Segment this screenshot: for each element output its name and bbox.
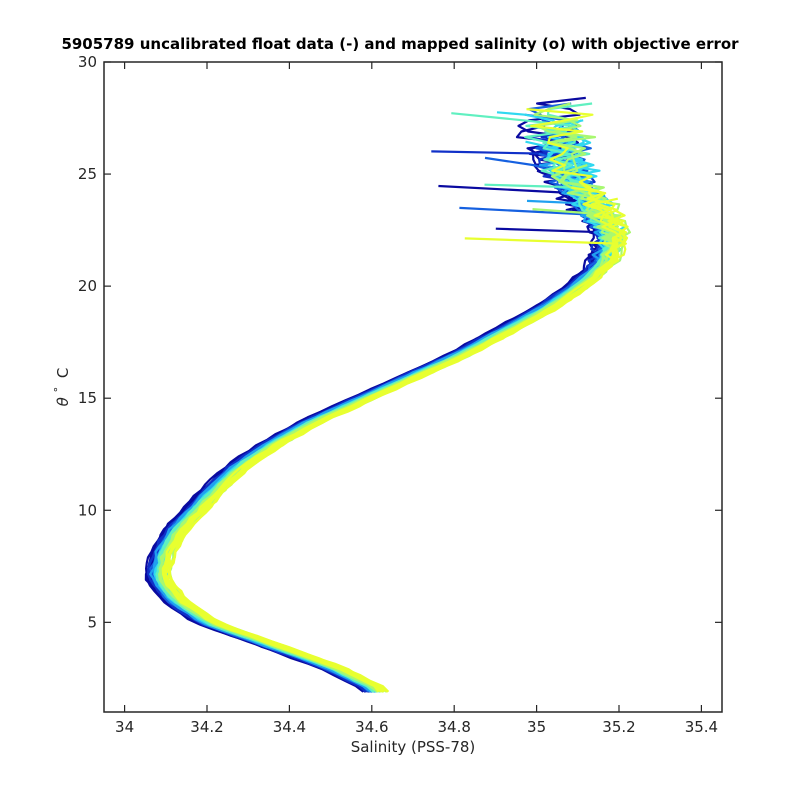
y-tick-label: 5: [87, 613, 97, 631]
y-axis: 5 10 15 20 25 30: [78, 53, 722, 631]
y-axis-label: θ ° C: [48, 368, 72, 407]
x-tick-label: 34.4: [273, 718, 306, 736]
y-tick-label: 30: [78, 53, 97, 71]
y-tick-label: 10: [78, 501, 97, 519]
chart-title: 5905789 uncalibrated float data (-) and …: [61, 35, 739, 53]
x-tick-label: 34.8: [437, 718, 470, 736]
y-tick-label: 25: [78, 165, 97, 183]
x-tick-label: 34: [115, 718, 134, 736]
profile-lines: [144, 96, 631, 693]
x-tick-label: 35.2: [602, 718, 635, 736]
profile-line: [168, 197, 629, 693]
y-tick-label: 20: [78, 277, 97, 295]
x-axis-label: Salinity (PSS-78): [351, 738, 476, 756]
y-axis-label-symbol: θ: [54, 397, 72, 406]
plot-area-frame: [103, 61, 723, 713]
x-tick-label: 35.4: [685, 718, 718, 736]
x-axis: 34 34.2 34.4 34.6 34.8 35 35.2 35.4: [115, 62, 718, 736]
x-tick-label: 34.6: [355, 718, 388, 736]
y-tick-label: 15: [78, 389, 97, 407]
x-tick-label: 35: [527, 718, 546, 736]
y-axis-label-unit: C: [54, 368, 72, 378]
x-tick-label: 34.2: [190, 718, 223, 736]
profile-line: [161, 186, 623, 693]
y-axis-label-degree: °: [52, 387, 65, 393]
